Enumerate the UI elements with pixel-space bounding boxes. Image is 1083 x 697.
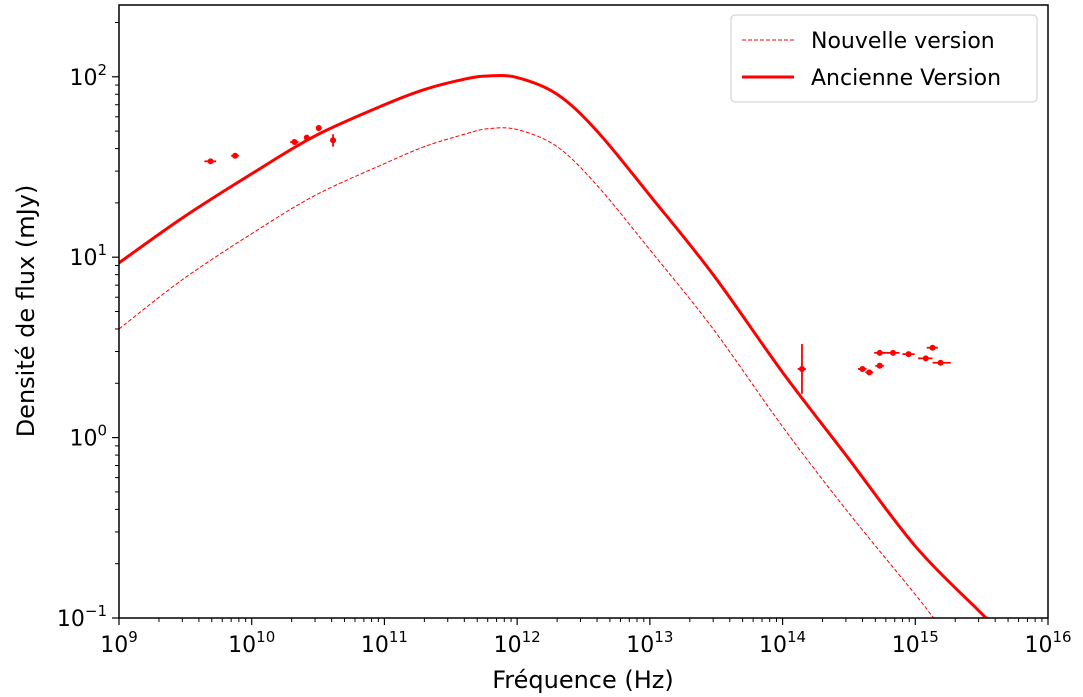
y-tick-label: 10−1 [57, 602, 107, 632]
y-tick-label: 100 [69, 422, 107, 452]
data-point [865, 369, 873, 376]
x-tick-label: 1015 [892, 628, 939, 658]
x-axis-label: Fréquence (Hz) [492, 666, 674, 694]
data-point-marker [207, 158, 214, 165]
legend-box [730, 14, 1038, 103]
data-point [886, 349, 900, 356]
x-axis-ticks: 109 1010 1011 1012 1013 1014 1015 1016 [100, 618, 1072, 658]
x-tick-label: 1012 [494, 628, 541, 658]
data-point-marker [876, 349, 883, 356]
x-tick-label: 1014 [759, 628, 806, 658]
data-point-marker [798, 366, 805, 373]
data-point-marker [303, 134, 310, 141]
data-point-marker [905, 351, 912, 358]
data-point [303, 134, 310, 141]
y-tick-label: 102 [69, 61, 107, 91]
data-point [231, 152, 239, 159]
data-point-marker [876, 362, 883, 369]
legend: Nouvelle version Ancienne Version [730, 14, 1038, 103]
data-point [315, 125, 322, 132]
y-axis-label: Densité de flux (mJy) [12, 185, 40, 438]
data-point [918, 355, 933, 362]
series-line-nouvelle-version [119, 127, 935, 618]
data-point [290, 139, 299, 146]
data-point-marker [929, 344, 936, 351]
data-point [932, 359, 951, 366]
plot-frame [118, 4, 1049, 619]
data-point-marker [315, 125, 322, 132]
data-point [857, 366, 867, 373]
x-tick-label: 109 [100, 628, 138, 658]
y-axis-ticks: 10−1 100 101 102 [57, 21, 119, 632]
y-tick-label: 101 [69, 241, 107, 271]
x-tick-label: 1016 [1024, 628, 1071, 658]
data-point [204, 158, 217, 165]
plot-area [119, 5, 1048, 618]
data-point-marker [937, 359, 944, 366]
data-point-marker [232, 152, 239, 159]
x-tick-label: 1013 [626, 628, 673, 658]
data-point-marker [922, 355, 929, 362]
data-point [926, 344, 938, 351]
data-point [797, 344, 806, 394]
data-point [875, 362, 884, 369]
data-point-marker [890, 349, 897, 356]
x-tick-label: 1011 [361, 628, 408, 658]
data-point [330, 134, 337, 147]
observation-points [204, 125, 951, 394]
data-point [874, 349, 887, 356]
data-point-marker [859, 366, 866, 373]
data-point-marker [330, 137, 337, 144]
x-tick-label: 1010 [228, 628, 275, 658]
data-point [902, 351, 915, 358]
data-point-marker [866, 369, 873, 376]
legend-label-ancienne: Ancienne Version [811, 66, 1001, 91]
data-point-marker [291, 139, 298, 146]
legend-label-nouvelle: Nouvelle version [811, 29, 995, 54]
